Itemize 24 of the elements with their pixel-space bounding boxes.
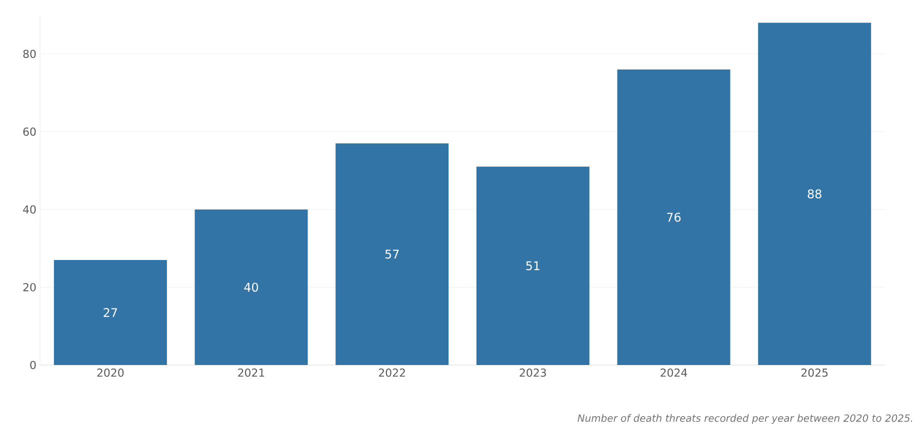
data-label: 27: [104, 308, 117, 317]
y-tick-label: 40: [23, 205, 36, 214]
x-tick-label: 2025: [801, 368, 828, 377]
y-tick-label: 0: [30, 360, 36, 370]
y-tick-label: 20: [23, 283, 36, 292]
x-tick-label: 2022: [378, 368, 405, 377]
bar: [336, 143, 449, 365]
y-tick-label: 60: [23, 128, 36, 136]
bar: [54, 260, 167, 365]
bar: [758, 22, 872, 365]
text: Number of death threats recorded per year between 2020 to 2025.: [578, 414, 912, 424]
bar: [194, 209, 308, 365]
x-tick-label: 2020: [97, 368, 124, 377]
data-label: 51: [526, 261, 540, 270]
data-label: 57: [385, 250, 399, 259]
data-label: 88: [808, 189, 822, 198]
data-label: 40: [244, 282, 258, 292]
bar: [617, 69, 730, 365]
bar: [476, 166, 590, 365]
x-tick-label: 2021: [238, 368, 264, 377]
x-tick-label: 2024: [660, 368, 688, 377]
y-tick-label: 80: [23, 50, 36, 58]
x-tick-label: 2023: [520, 368, 546, 377]
data-label: 76: [667, 212, 681, 222]
